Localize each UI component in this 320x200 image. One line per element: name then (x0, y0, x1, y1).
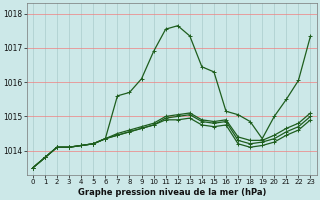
X-axis label: Graphe pression niveau de la mer (hPa): Graphe pression niveau de la mer (hPa) (77, 188, 266, 197)
